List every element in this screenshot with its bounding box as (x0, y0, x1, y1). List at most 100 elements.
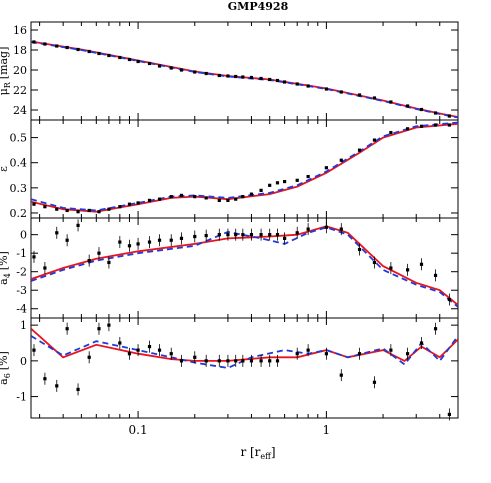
data-point (87, 258, 91, 263)
data-point (217, 73, 221, 78)
data-point (43, 266, 47, 270)
data-point (339, 373, 343, 377)
data-point (226, 233, 230, 237)
x-tick-label: 0.1 (129, 423, 148, 437)
data-point (147, 240, 152, 244)
data-point (324, 352, 328, 356)
data-point (259, 233, 263, 237)
panel-mu: 16 18 20 22 24μR[mag] (0, 21, 459, 121)
y-axis-label: a6[%] (0, 351, 12, 385)
data-point (306, 227, 310, 231)
data-point (76, 387, 80, 392)
data-point (107, 323, 111, 327)
data-point (127, 202, 132, 206)
y-tick-label: 0 (20, 229, 27, 242)
data-point (87, 208, 91, 213)
data-point (32, 255, 36, 259)
data-point (249, 233, 254, 237)
panel-frame (30, 21, 459, 121)
y-tick-label: 0.2 (10, 207, 28, 220)
data-point (295, 178, 299, 182)
data-point (234, 74, 238, 79)
data-point (136, 59, 140, 64)
data-point (419, 262, 424, 266)
data-point (179, 236, 184, 240)
data-point (147, 344, 152, 349)
data-point (241, 75, 245, 79)
panel-frame (30, 317, 459, 419)
data-point (372, 96, 377, 100)
data-point (447, 297, 451, 302)
y-tick-label: -1 (16, 247, 27, 260)
data-point (275, 181, 280, 185)
data-point (283, 80, 287, 84)
data-point (433, 327, 438, 331)
data-point (283, 236, 287, 240)
data-point (433, 273, 438, 278)
data-point (65, 45, 69, 50)
data-point (419, 107, 424, 112)
data-point (447, 123, 451, 127)
data-point (76, 47, 80, 52)
data-point (433, 123, 438, 127)
data-point (226, 198, 230, 203)
x-axis-label: r [reff] (240, 445, 275, 461)
data-point (241, 195, 245, 199)
data-point (147, 61, 152, 66)
red-model-line (31, 328, 458, 362)
data-point (241, 359, 245, 363)
data-point (43, 42, 47, 46)
data-point (193, 195, 197, 199)
data-point (372, 138, 377, 142)
data-point (447, 114, 451, 118)
blue-model-line (31, 41, 458, 119)
y-tick-label: 0.4 (10, 157, 28, 170)
data-point (118, 55, 122, 60)
red-model-line (31, 225, 458, 306)
data-point (217, 198, 221, 203)
data-point (406, 127, 410, 131)
data-point (295, 82, 299, 86)
data-point (357, 247, 362, 252)
data-point (357, 352, 362, 356)
data-point (32, 202, 36, 206)
data-point (389, 266, 393, 270)
data-point (234, 233, 238, 237)
data-point (217, 359, 221, 363)
data-point (389, 100, 393, 104)
data-point (32, 40, 36, 44)
data-point (193, 355, 197, 359)
data-point (372, 260, 377, 265)
data-point (65, 327, 69, 331)
data-point (268, 359, 272, 363)
data-point (107, 260, 111, 265)
data-point (43, 377, 47, 381)
data-point (204, 359, 208, 363)
panel-a4: 0 -1 -2 -3 -4 a4[%] (0, 217, 459, 319)
data-point (97, 327, 101, 331)
data-point (295, 231, 299, 235)
blue-model-line (31, 121, 458, 212)
data-point (87, 355, 91, 359)
data-point (389, 348, 393, 352)
data-point (249, 192, 254, 196)
data-point (406, 352, 410, 356)
data-point (55, 207, 59, 211)
data-point (55, 231, 59, 235)
panel-a6: 1 0 -1 a6[%] 0.1 1 (0, 317, 459, 437)
data-point (283, 179, 287, 184)
data-point (357, 93, 362, 97)
data-point (339, 227, 343, 231)
y-axis-label: a4[%] (0, 251, 12, 285)
data-point (193, 70, 197, 74)
data-point (268, 233, 272, 237)
data-point (249, 75, 254, 80)
y-tick-label: 16 (13, 24, 27, 37)
data-point (43, 205, 47, 209)
y-tick-label: 0 (20, 355, 27, 368)
data-point (249, 359, 254, 363)
data-point (324, 225, 328, 229)
data-point (169, 66, 173, 70)
panels: 16 18 20 22 24μR[mag] 0.2 0.3 0.4 0.5 ε 0 -1 -2 -3 -4 a… (0, 21, 459, 437)
